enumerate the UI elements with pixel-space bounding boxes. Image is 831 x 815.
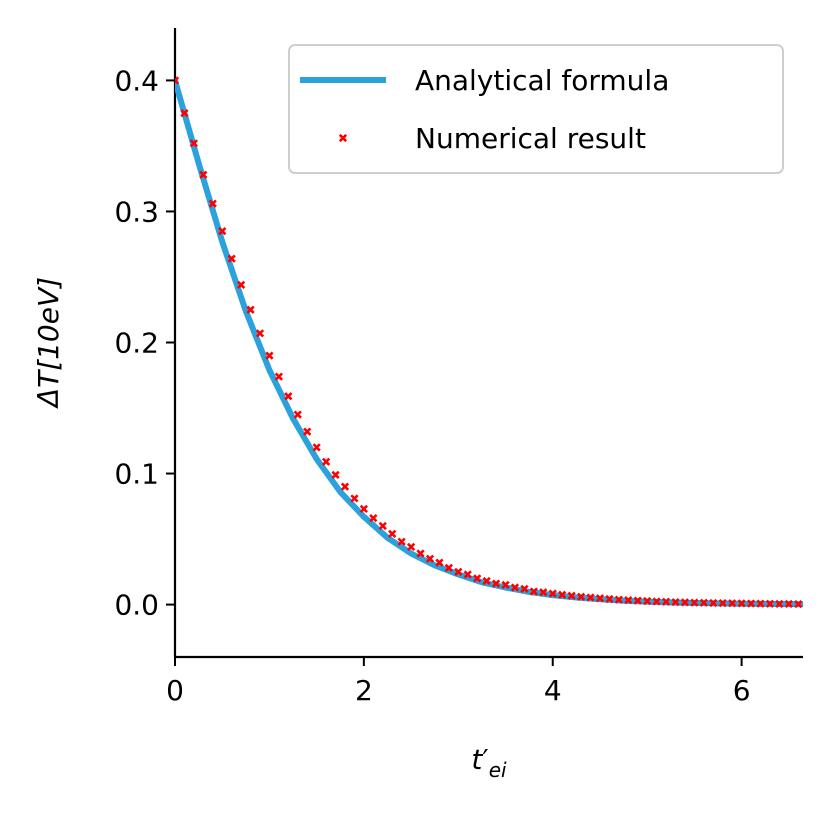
y-tick-label: 0.4 — [114, 64, 159, 97]
numerical-result-point — [284, 392, 293, 401]
x-tick-label: 2 — [355, 674, 373, 707]
numerical-result-point — [397, 537, 406, 546]
numerical-result-point — [491, 579, 501, 588]
x-axis-label-base: t — [471, 743, 483, 776]
x-axis-label-subscript: ei — [489, 758, 507, 782]
x-tick-label: 0 — [166, 674, 184, 707]
numerical-result-point — [350, 494, 359, 503]
numerical-result-point — [359, 504, 368, 514]
y-tick-label: 0.3 — [114, 195, 159, 228]
numerical-result-point — [444, 563, 453, 573]
numerical-result-point — [236, 280, 246, 289]
numerical-result-point — [321, 457, 331, 466]
numerical-result-point — [586, 593, 595, 602]
numerical-result-point — [529, 587, 538, 596]
numerical-result-point — [208, 199, 217, 208]
numerical-result-point — [661, 597, 671, 606]
numerical-result-point — [539, 588, 548, 597]
legend-label-analytical: Analytical formula — [415, 64, 669, 97]
numerical-result-point — [624, 596, 633, 605]
y-axis-label: ΔT[10eV] — [32, 277, 65, 409]
numerical-result-point — [548, 589, 557, 598]
numerical-result-point — [633, 596, 642, 605]
numerical-result-point — [746, 599, 756, 608]
numerical-result-point — [775, 599, 784, 609]
numerical-result-point — [558, 590, 567, 599]
numerical-result-point — [378, 521, 387, 531]
numerical-result-point — [718, 599, 727, 608]
numerical-result-point — [567, 591, 576, 600]
numerical-result-point — [331, 470, 340, 479]
numerical-result-point — [482, 576, 491, 586]
numerical-result-point — [425, 554, 435, 563]
numerical-result-point — [189, 139, 199, 148]
numerical-result-point — [227, 254, 236, 263]
numerical-result-point — [765, 599, 775, 608]
legend-marker-swatch — [338, 133, 348, 143]
numerical-result-point — [340, 482, 350, 491]
numerical-result-point — [699, 598, 708, 607]
legend: Analytical formula Numerical result — [288, 44, 784, 174]
numerical-result-point — [293, 410, 302, 419]
numerical-result-point — [312, 443, 321, 452]
numerical-result-point — [643, 596, 652, 606]
numerical-result-point — [406, 542, 416, 552]
numerical-result-point — [501, 580, 510, 590]
numerical-result-point — [605, 594, 614, 604]
numerical-result-point — [737, 599, 746, 608]
numerical-result-point — [454, 567, 463, 576]
legend-frame — [288, 44, 784, 174]
x-axis-label: t′ei — [471, 743, 507, 782]
ticks-layer: 0 2 4 6 0.0 0.1 0.2 0.3 0.4 — [114, 64, 750, 707]
numerical-result-point — [690, 598, 699, 607]
numerical-result-point — [510, 583, 520, 592]
numerical-result-point — [246, 305, 255, 314]
x-tick-label: 6 — [733, 674, 751, 707]
numerical-result-point — [199, 170, 208, 179]
y-tick-label: 0.2 — [114, 327, 159, 360]
numerical-result-point — [680, 598, 690, 607]
numerical-result-point — [614, 595, 623, 604]
numerical-result-point — [709, 598, 718, 608]
numerical-result-point — [473, 574, 482, 583]
numerical-result-point — [463, 570, 472, 579]
numerical-result-point — [218, 226, 227, 236]
numerical-result-point — [180, 109, 189, 118]
numerical-result-point — [652, 597, 661, 606]
numerical-result-point — [435, 558, 444, 567]
numerical-result-point — [255, 329, 265, 338]
numerical-result-point — [671, 597, 680, 607]
x-axis-label-prime: ′ — [482, 743, 488, 776]
y-tick-label: 0.1 — [114, 458, 159, 491]
numerical-result-point — [274, 372, 283, 381]
numerical-result-point — [784, 599, 793, 609]
numerical-result-point — [576, 592, 586, 601]
numerical-result-point — [416, 549, 425, 558]
numerical-result-point — [388, 529, 397, 538]
numerical-result-point — [520, 584, 529, 593]
x-tick-label: 4 — [544, 674, 562, 707]
numerical-result-point — [595, 594, 605, 603]
numerical-result-point — [728, 599, 737, 608]
legend-label-numerical: Numerical result — [415, 122, 646, 155]
numerical-result-point — [756, 599, 765, 608]
y-tick-label: 0.0 — [114, 589, 159, 622]
numerical-result-point — [369, 513, 378, 523]
numerical-result-markers — [175, 76, 803, 609]
numerical-result-point — [175, 76, 180, 85]
numerical-result-point — [794, 599, 803, 609]
numerical-result-point — [303, 427, 312, 436]
series-layer — [175, 76, 803, 609]
numerical-result-point — [265, 351, 274, 360]
